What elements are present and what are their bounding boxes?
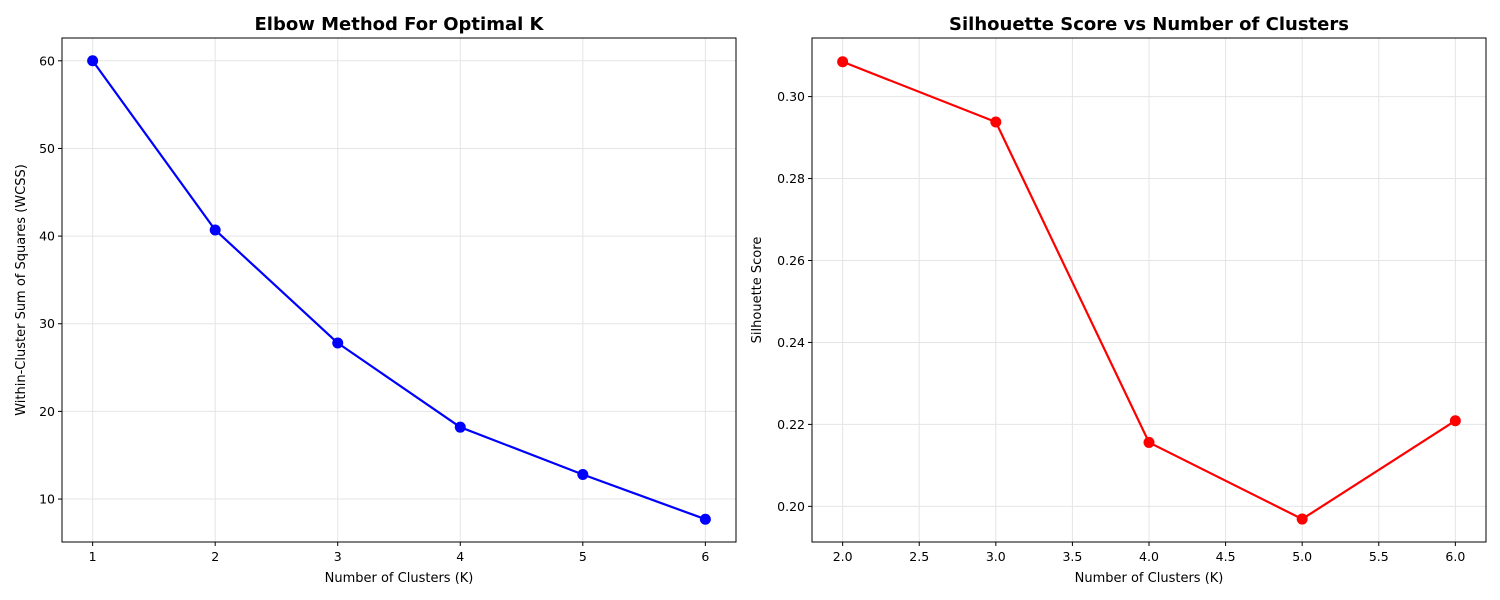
elbow-data-point <box>577 469 589 481</box>
elbow-y-tick-label: 30 <box>39 316 55 331</box>
elbow-y-tick-label: 60 <box>39 53 55 68</box>
elbow-gridlines <box>62 38 736 542</box>
silhouette-x-tick-label: 2.5 <box>909 549 929 564</box>
silhouette-chart: 2.0 2.5 3.0 3.5 4.0 4.5 5.0 5.5 6.0 0.20 0.22 0.24 0… <box>750 14 1487 586</box>
silhouette-x-axis-label: Number of Clusters (K) <box>1075 571 1224 586</box>
elbow-x-axis-label: Number of Clusters (K) <box>325 571 474 586</box>
silhouette-data-point <box>1143 436 1155 448</box>
silhouette-x-tick-label: 5.0 <box>1292 549 1312 564</box>
silhouette-y-tick-label: 0.20 <box>777 499 805 514</box>
silhouette-chart-title: Silhouette Score vs Number of Clusters <box>949 14 1349 35</box>
silhouette-x-tick-label: 4.5 <box>1216 549 1236 564</box>
elbow-chart-title: Elbow Method For Optimal K <box>255 14 545 35</box>
elbow-x-tick-label: 2 <box>211 549 219 564</box>
elbow-series-line <box>91 60 706 521</box>
elbow-x-tick-label: 3 <box>334 549 342 564</box>
elbow-x-tick-label: 6 <box>701 549 709 564</box>
silhouette-y-axis-label: Silhouette Score <box>750 237 765 344</box>
silhouette-x-tick-label: 4.0 <box>1139 549 1159 564</box>
elbow-x-tick-label: 1 <box>89 549 97 564</box>
elbow-y-tick-label: 10 <box>39 492 55 507</box>
silhouette-data-point <box>1296 513 1308 525</box>
elbow-plot-frame <box>61 37 737 543</box>
silhouette-data-point <box>837 56 849 68</box>
silhouette-y-tick-label: 0.30 <box>777 89 805 104</box>
silhouette-data-point <box>1449 415 1461 427</box>
elbow-x-tick-label: 5 <box>579 549 587 564</box>
silhouette-x-tick-label: 5.5 <box>1369 549 1389 564</box>
silhouette-series <box>837 56 1461 525</box>
elbow-series <box>87 55 711 525</box>
elbow-y-tick-label: 50 <box>39 141 55 156</box>
silhouette-x-tick-label: 3.0 <box>986 549 1006 564</box>
elbow-x-tick-label: 4 <box>456 549 464 564</box>
elbow-y-tick-label: 40 <box>39 229 55 244</box>
elbow-chart: 1 2 3 4 5 6 10 20 30 40 50 60 Elbow Method For Opti… <box>14 14 737 586</box>
silhouette-ticks: 2.0 2.5 3.0 3.5 4.0 4.5 5.0 5.5 6.0 0.20 0.22 0.24 0… <box>777 89 1465 564</box>
elbow-y-axis-label: Within-Cluster Sum of Squares (WCSS) <box>14 164 29 416</box>
silhouette-y-tick-label: 0.26 <box>777 253 805 268</box>
silhouette-x-tick-label: 2.0 <box>833 549 853 564</box>
elbow-data-point <box>332 337 344 349</box>
silhouette-data-point <box>990 116 1002 128</box>
elbow-y-tick-label: 20 <box>39 404 55 419</box>
elbow-data-point <box>87 55 99 67</box>
silhouette-x-tick-label: 6.0 <box>1445 549 1465 564</box>
silhouette-x-tick-label: 3.5 <box>1062 549 1082 564</box>
elbow-ticks: 1 2 3 4 5 6 10 20 30 40 50 60 <box>39 53 709 564</box>
silhouette-y-tick-label: 0.28 <box>777 171 805 186</box>
silhouette-y-tick-label: 0.24 <box>777 335 805 350</box>
elbow-data-point <box>454 421 466 433</box>
elbow-data-point <box>209 224 221 236</box>
silhouette-y-tick-label: 0.22 <box>777 417 805 432</box>
elbow-data-point <box>699 513 711 525</box>
